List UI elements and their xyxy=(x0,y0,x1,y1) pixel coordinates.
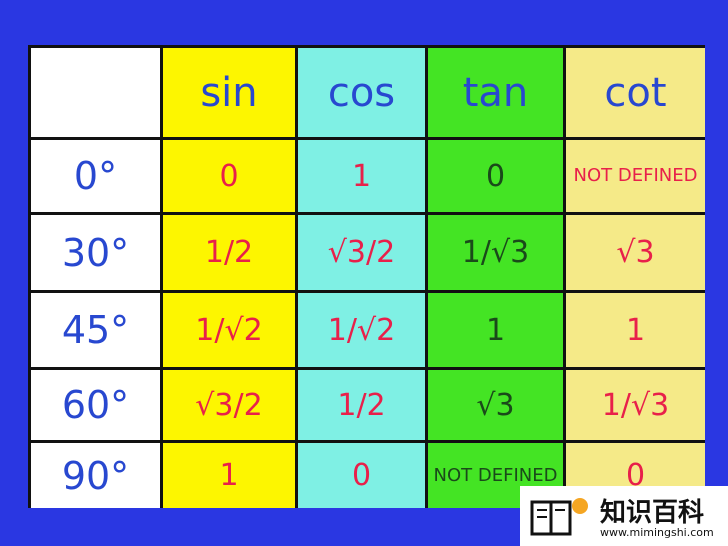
value-cell: 1/√2 xyxy=(163,293,298,370)
value-cell: 0 xyxy=(163,140,298,215)
watermark-title: 知识百科 xyxy=(600,498,705,528)
watermark: 知识百科 www.mimingshi.com xyxy=(520,486,728,546)
value-cell: √3 xyxy=(566,215,705,293)
row-label: 45° xyxy=(31,293,163,370)
value-cell: 1 xyxy=(566,293,705,370)
value-cell: √3 xyxy=(428,370,566,443)
corner-cell xyxy=(31,48,163,140)
watermark-url: www.mimingshi.com xyxy=(600,526,714,539)
value-cell: 1/2 xyxy=(163,215,298,293)
column-header: cot xyxy=(566,48,705,140)
value-cell: √3/2 xyxy=(163,370,298,443)
value-cell: 1/√3 xyxy=(566,370,705,443)
value-cell: 1 xyxy=(163,443,298,508)
row-label: 60° xyxy=(31,370,163,443)
column-header: sin xyxy=(163,48,298,140)
logo-icon xyxy=(530,498,588,536)
column-header: cos xyxy=(298,48,428,140)
value-cell: 0 xyxy=(428,140,566,215)
value-cell: 1 xyxy=(298,140,428,215)
value-cell: 1/√2 xyxy=(298,293,428,370)
value-cell: 1/2 xyxy=(298,370,428,443)
value-cell: √3/2 xyxy=(298,215,428,293)
value-cell: 1 xyxy=(428,293,566,370)
column-header: tan xyxy=(428,48,566,140)
value-cell: 0 xyxy=(298,443,428,508)
row-label: 30° xyxy=(31,215,163,293)
value-cell: 1/√3 xyxy=(428,215,566,293)
trig-table: sin cos tan cot 0° 0 1 0 NOT DEFINED 30° 1/2 √3/2 1/… xyxy=(28,45,705,508)
value-cell: NOT DEFINED xyxy=(428,443,566,508)
value-cell: NOT DEFINED xyxy=(566,140,705,215)
row-label: 0° xyxy=(31,140,163,215)
row-label: 90° xyxy=(31,443,163,508)
